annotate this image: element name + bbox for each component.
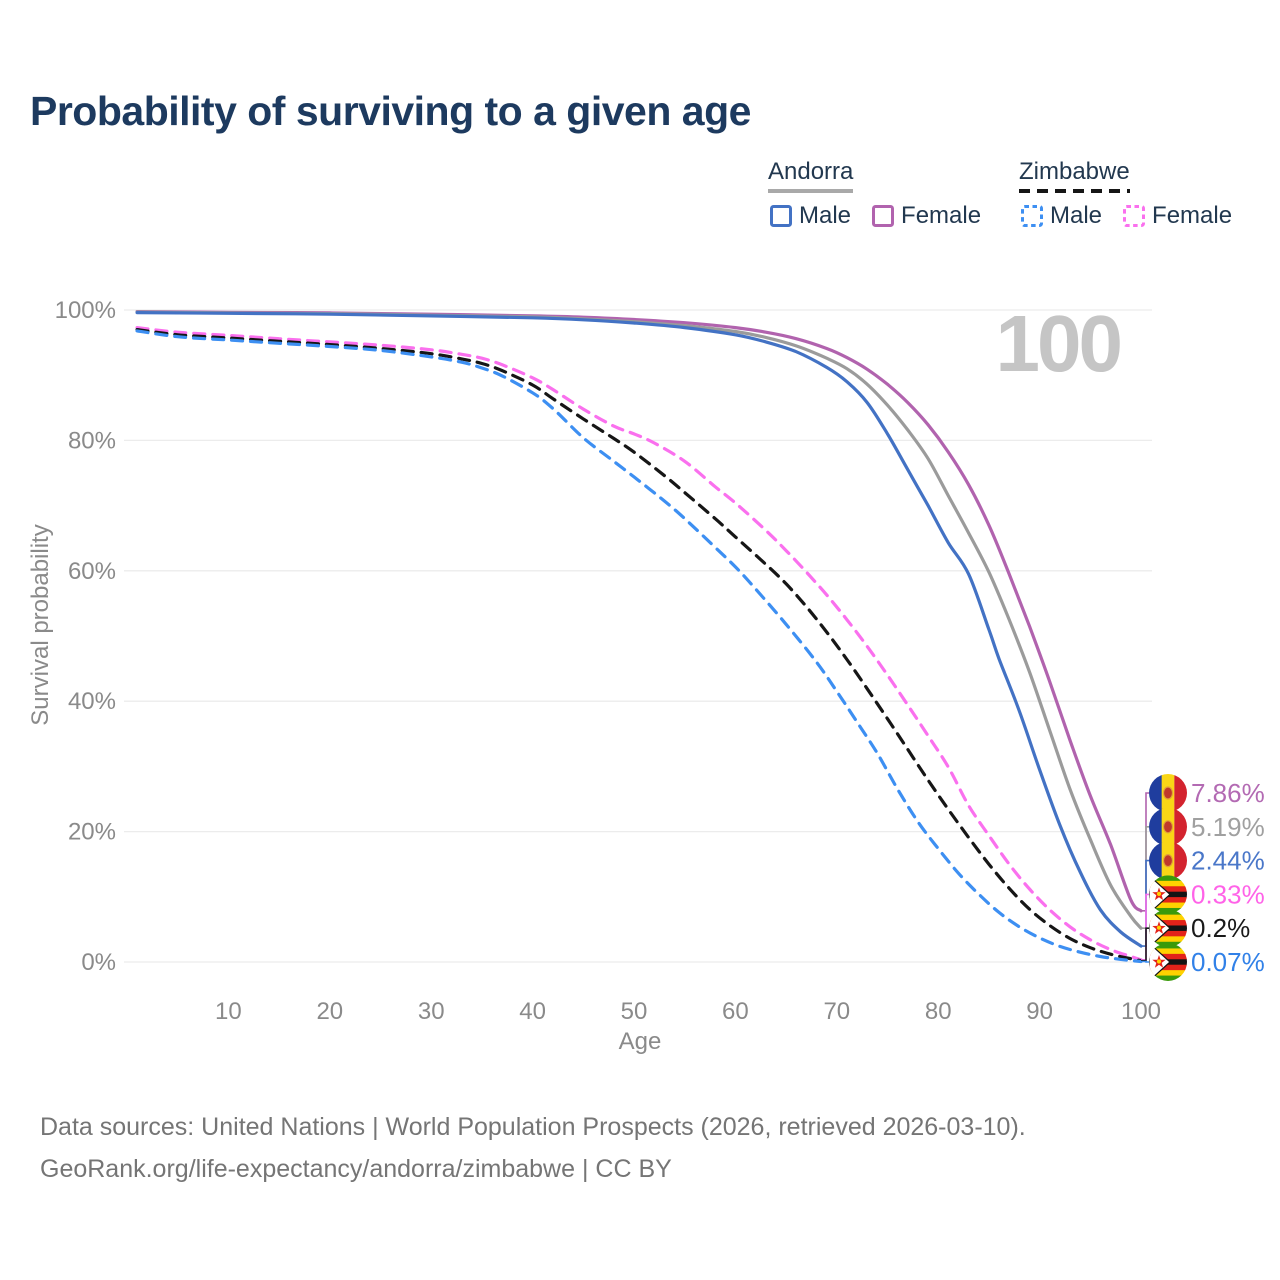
legend-group-solid-line	[768, 189, 854, 193]
end-label-connector-zimbabwe-both	[1141, 927, 1149, 962]
andorra-flag-icon	[1149, 807, 1187, 846]
x-tick-label: 60	[722, 998, 749, 1025]
legend-group-title: Zimbabwe	[1019, 158, 1130, 193]
footer-source-line: Data sources: United Nations | World Pop…	[40, 1113, 1026, 1141]
end-label-andorra-female: 7.86%	[1191, 778, 1265, 808]
x-tick-label: 10	[215, 998, 242, 1025]
x-tick-label: 50	[621, 998, 648, 1025]
x-axis-title: Age	[619, 1028, 662, 1055]
end-label-connector-zimbabwe-female	[1141, 893, 1149, 961]
legend-group-zimbabwe: Zimbabwe Male Female	[1019, 158, 1232, 230]
survival-curve-andorra-female[interactable]	[135, 310, 1143, 913]
legend-group-andorra: Andorra Male Female	[768, 158, 981, 230]
y-tick-label: 0%	[81, 949, 116, 976]
legend-swatch-icon	[770, 205, 792, 227]
x-tick-label: 30	[418, 998, 445, 1025]
x-tick-label: 90	[1026, 998, 1053, 1025]
legend-swatch-icon	[1021, 205, 1043, 227]
survival-curve-zimbabwe-both[interactable]	[135, 328, 1143, 963]
end-label-zimbabwe-female: 0.33%	[1191, 879, 1265, 909]
zimbabwe-flag-icon	[1149, 943, 1187, 981]
y-tick-label: 20%	[68, 819, 116, 846]
end-label-connector-andorra-both	[1141, 826, 1149, 929]
x-tick-label: 20	[316, 998, 343, 1025]
survival-curve-zimbabwe-male[interactable]	[135, 329, 1143, 964]
legend-item-zimbabwe-female[interactable]: Female	[1121, 202, 1232, 230]
zimbabwe-flag-icon	[1149, 909, 1187, 948]
legend-swatch-icon	[872, 205, 895, 227]
andorra-flag-icon	[1149, 841, 1187, 880]
footer: Data sources: United Nations | World Pop…	[40, 1106, 1026, 1190]
page-title: Probability of surviving to a given age	[30, 88, 751, 134]
y-tick-label: 60%	[68, 558, 116, 585]
andorra-flag-icon	[1149, 774, 1187, 812]
x-tick-label: 70	[823, 998, 850, 1025]
footer-license-line: GeoRank.org/life-expectancy/andorra/zimb…	[40, 1155, 672, 1183]
y-tick-label: 100%	[55, 297, 116, 324]
y-tick-label: 40%	[68, 688, 116, 715]
legend-swatch-icon	[1123, 205, 1146, 227]
age-100-annotation: 100	[996, 299, 1121, 388]
end-label-andorra-both: 5.19%	[1191, 812, 1265, 842]
end-label-connector-andorra-male	[1141, 859, 1149, 947]
x-tick-label: 80	[925, 998, 952, 1025]
legend-item-label: Male	[1050, 202, 1103, 229]
legend-item-label: Female	[901, 202, 982, 229]
zimbabwe-flag-icon	[1149, 875, 1187, 914]
end-label-zimbabwe-male: 0.07%	[1191, 947, 1265, 977]
legend-item-label: Female	[1152, 202, 1233, 229]
survival-curve-zimbabwe-female[interactable]	[135, 326, 1143, 962]
legend-group-title: Andorra	[768, 158, 854, 193]
legend-group-dashed-line	[1019, 189, 1130, 193]
legend-item-andorra-male[interactable]: Male	[768, 202, 851, 230]
end-label-connector-zimbabwe-male	[1141, 960, 1149, 963]
x-tick-label: 40	[519, 998, 546, 1025]
end-label-zimbabwe-both: 0.2%	[1191, 913, 1250, 943]
survival-curve-andorra-male[interactable]	[135, 311, 1143, 948]
legend-item-zimbabwe-male[interactable]: Male	[1019, 202, 1102, 230]
survival-curve-andorra-both[interactable]	[135, 310, 1143, 930]
legend: Andorra Male Female Zimbabwe Male Female	[768, 158, 1268, 248]
x-tick-label: 100	[1121, 998, 1161, 1025]
end-label-connector-andorra-female	[1141, 792, 1149, 912]
legend-item-label: Male	[799, 202, 852, 229]
legend-item-andorra-female[interactable]: Female	[870, 202, 981, 230]
y-axis-title: Survival probability	[27, 524, 54, 725]
y-tick-label: 80%	[68, 427, 116, 454]
end-label-andorra-male: 2.44%	[1191, 846, 1265, 876]
